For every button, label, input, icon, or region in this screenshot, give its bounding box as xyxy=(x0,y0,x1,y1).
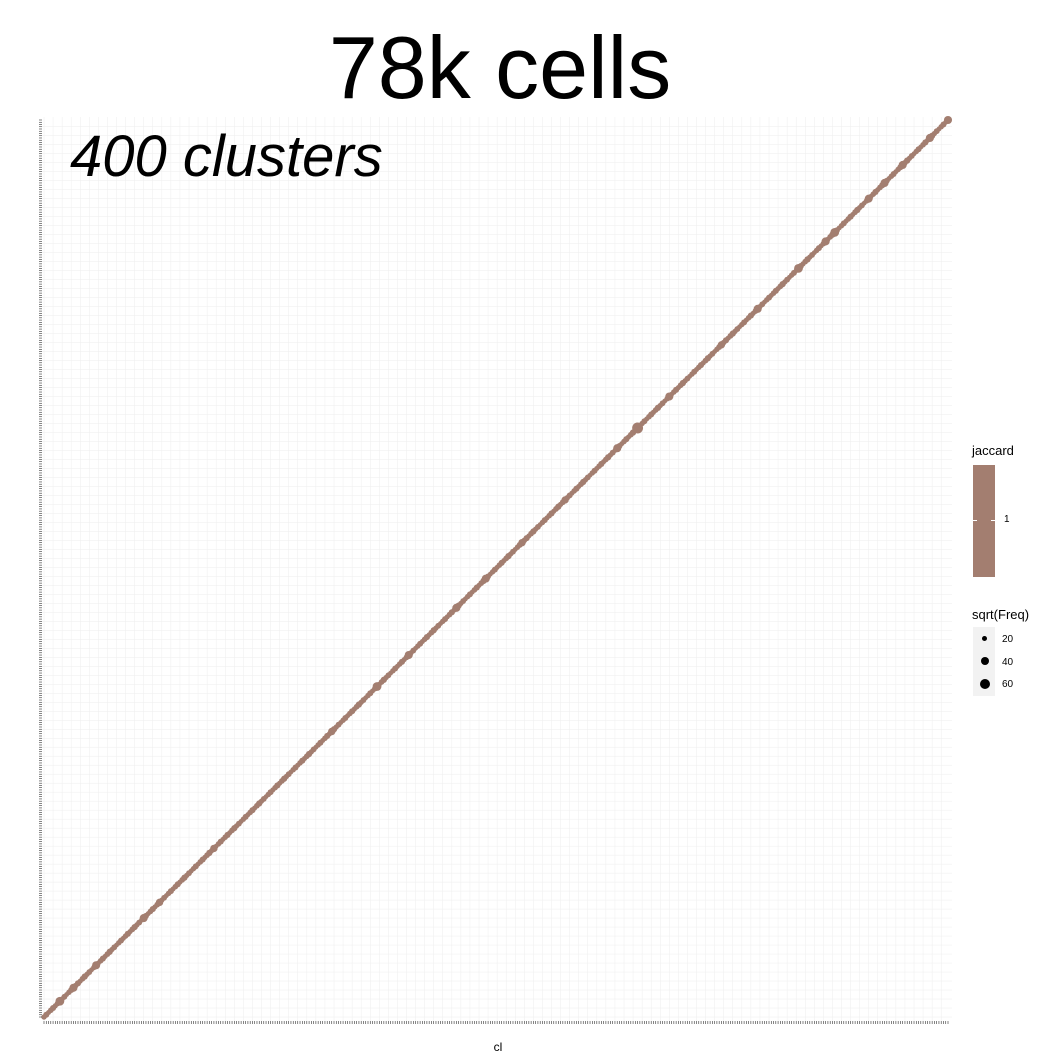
color-legend-bar xyxy=(973,465,995,577)
color-legend-label: 1 xyxy=(1004,514,1010,525)
grid-lines xyxy=(42,117,952,1021)
size-legend-dot xyxy=(981,657,989,665)
size-legend-dot xyxy=(982,636,987,641)
data-points xyxy=(41,115,953,1020)
cluster-count-annotation: 400 clusters xyxy=(70,124,383,189)
color-legend-tick xyxy=(991,520,995,521)
data-point xyxy=(943,115,953,125)
color-legend-title: jaccard xyxy=(972,443,1014,458)
size-legend-label: 40 xyxy=(1002,657,1014,668)
size-legend-title: sqrt(Freq) xyxy=(972,607,1030,622)
y-axis-ticks xyxy=(39,119,42,1018)
size-legend-dot xyxy=(980,679,990,689)
chart-title: 78k cells xyxy=(328,18,672,117)
x-axis-label: cl xyxy=(493,1040,503,1054)
x-axis-ticks xyxy=(42,1021,952,1038)
size-legend-key xyxy=(973,627,995,696)
color-legend-tick xyxy=(973,520,977,521)
x-tick-label-band xyxy=(42,1026,952,1038)
size-legend-label: 20 xyxy=(1002,634,1014,645)
size-legend-label: 60 xyxy=(1002,679,1014,690)
